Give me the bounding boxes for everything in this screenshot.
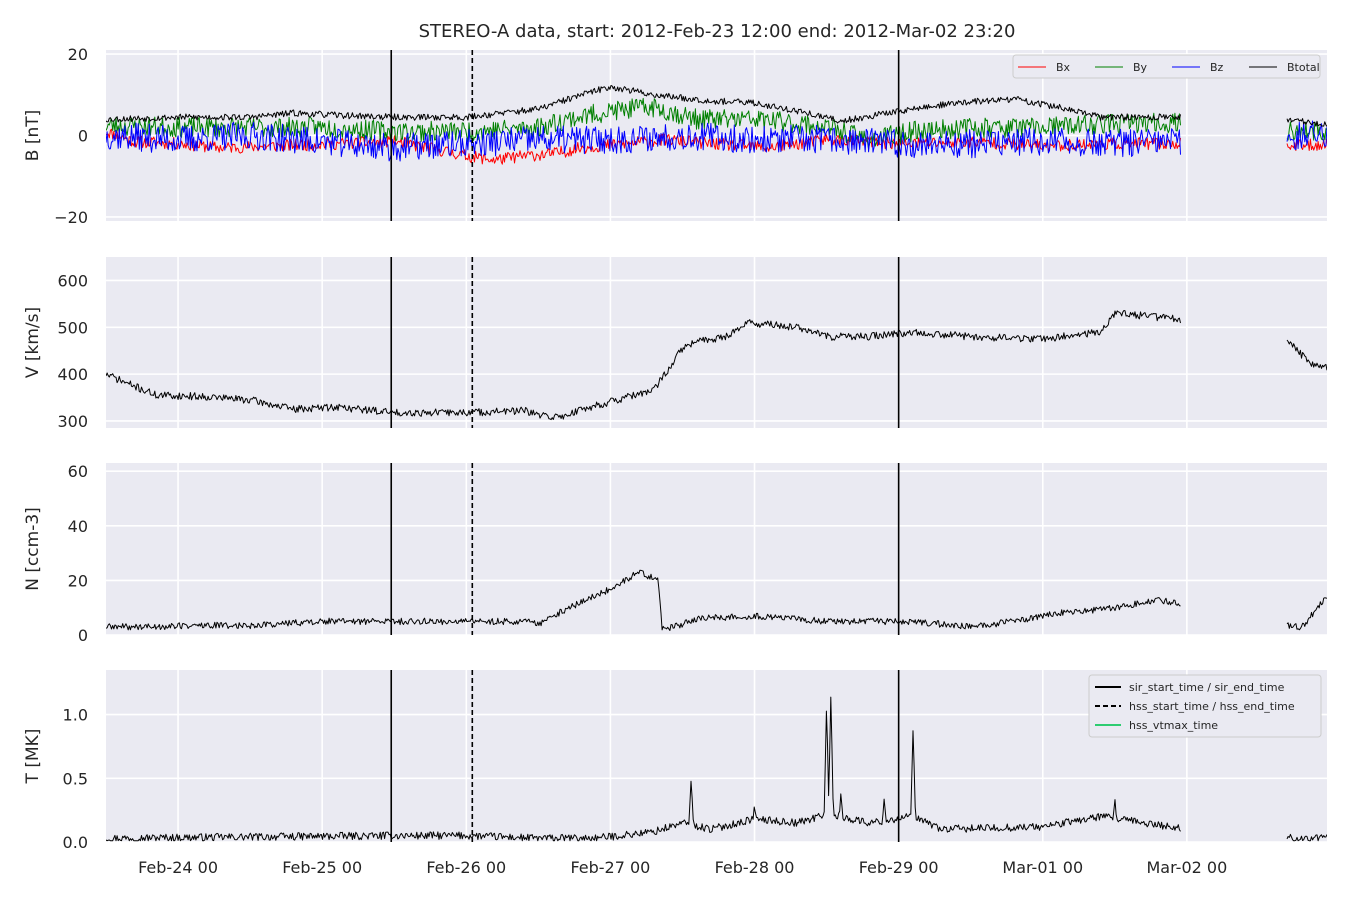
series-group (106, 569, 1327, 631)
legend-label-btotal: Btotal (1287, 61, 1320, 74)
series-line-data (106, 569, 1327, 631)
y-axis-label: B [nT] (23, 110, 43, 162)
y-tick-label: 20 (68, 45, 88, 64)
y-tick-label: 400 (57, 365, 88, 384)
x-tick-label: Feb-24 00 (138, 858, 218, 877)
y-tick-label: 60 (68, 462, 88, 481)
y-tick-label: −20 (54, 208, 88, 227)
x-tick-label: Mar-01 00 (1002, 858, 1083, 877)
y-axis-label: N [ccm-3] (23, 507, 43, 591)
series-line-data (106, 310, 1327, 421)
series-group (106, 85, 1327, 165)
x-tick-label: Feb-28 00 (715, 858, 795, 877)
y-axis-label: V [km/s] (23, 307, 43, 378)
chart-title: STEREO-A data, start: 2012-Feb-23 12:00 … (419, 21, 1016, 42)
panel-2: 600 500 400 300 V [km/s] (23, 257, 1327, 431)
legend-label-bx: Bx (1056, 61, 1071, 74)
plot-area (106, 257, 1327, 428)
y-tick-label: 40 (68, 517, 88, 536)
y-tick-label: 1.0 (63, 706, 88, 725)
y-tick-label: 20 (68, 571, 88, 590)
series-line-data (106, 696, 1327, 842)
y-tick-label: 300 (57, 412, 88, 431)
y-tick-label: 0.5 (63, 769, 88, 788)
legend-label-by: By (1133, 61, 1148, 74)
x-tick-label: Feb-26 00 (426, 858, 506, 877)
y-axis-label: T [MK] (23, 729, 43, 785)
legend-box (1088, 674, 1322, 738)
x-tick-label: Feb-27 00 (570, 858, 650, 877)
x-tick-label: Feb-29 00 (859, 858, 939, 877)
panel-3: 60 40 20 0 N [ccm-3] (23, 462, 1327, 645)
series-line-btotal (106, 85, 1327, 127)
y-tick-label: 500 (57, 318, 88, 337)
panel-1: 20 0 −20 B [nT] Bx By Bz Btotal (23, 45, 1327, 227)
x-tick-label: Mar-02 00 (1147, 858, 1228, 877)
series-line-bz (106, 120, 1327, 162)
series-group (106, 310, 1327, 421)
legend-label: hss_start_time / hss_end_time (1129, 700, 1295, 713)
y-tick-label: 0.0 (63, 833, 88, 852)
legend-box (1012, 54, 1321, 79)
legend-label-bz: Bz (1210, 61, 1224, 74)
plot-area (106, 463, 1327, 635)
legend-label: hss_vtmax_time (1129, 719, 1218, 732)
x-tick-label: Feb-25 00 (282, 858, 362, 877)
y-tick-label: 0 (78, 626, 88, 645)
y-tick-label: 0 (78, 127, 88, 146)
legend-label: sir_start_time / sir_end_time (1129, 681, 1285, 694)
y-tick-label: 600 (57, 271, 88, 290)
series-group (106, 696, 1327, 842)
panel-4: 1.0 0.5 0.0 T [MK] sir_start_time / sir_end_… (23, 670, 1327, 877)
